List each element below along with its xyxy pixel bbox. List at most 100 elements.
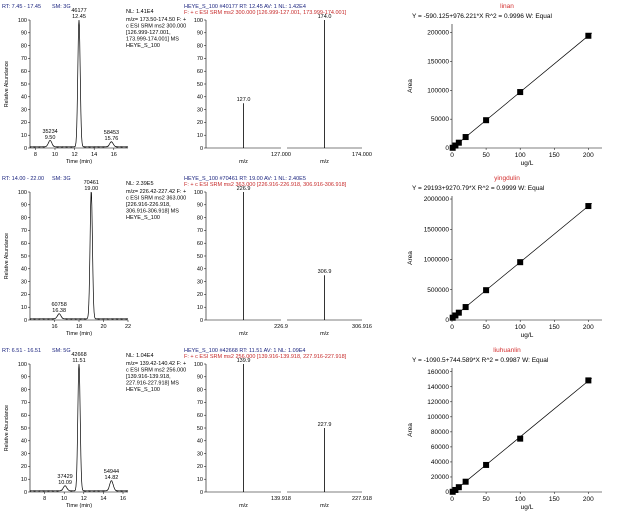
- y-tick-label: 80: [197, 387, 203, 393]
- y-tick-label: 10: [21, 477, 27, 483]
- filter-label: HEYE_S_100: [126, 43, 160, 49]
- y-tick-label: 90: [197, 31, 203, 37]
- peak-rt-label: 14.82: [105, 475, 119, 481]
- chromatogram-trace: [29, 19, 129, 148]
- x-axis-label: m/z: [320, 503, 329, 509]
- y-tick-label: 80000: [431, 429, 449, 436]
- smoothing-label: SM: 5G: [52, 348, 71, 354]
- x-axis-label: m/z: [239, 503, 248, 509]
- x-tick-label: 50: [482, 152, 490, 159]
- y-tick-label: 60: [197, 413, 203, 419]
- y-tick-label: 120000: [427, 399, 449, 406]
- x-break-label: 127.000: [271, 152, 291, 158]
- y-tick-label: 60: [21, 241, 27, 247]
- x-tick-label: 14: [91, 152, 97, 158]
- y-axis-label: Area: [407, 423, 414, 437]
- calibration-point: [483, 287, 490, 294]
- x-axis-label: ug/L: [521, 332, 534, 339]
- y-tick-label: 100: [18, 190, 27, 196]
- y-tick-label: 50: [21, 254, 27, 260]
- x-tick-label: 50: [482, 324, 490, 331]
- x-break-label: 174.000: [352, 152, 372, 158]
- peak-rt-label: 16.38: [52, 308, 66, 314]
- filter-label: HEYE_S_100: [126, 215, 160, 221]
- x-tick-label: 100: [515, 496, 526, 503]
- y-tick-label: 50: [197, 254, 203, 260]
- x-tick-label: 50: [482, 496, 490, 503]
- y-tick-label: 90: [21, 31, 27, 37]
- x-tick-label: 16: [51, 324, 57, 330]
- smoothing-label: SM: 3G: [52, 4, 71, 10]
- x-axis-label: Time (min): [66, 159, 92, 165]
- rt-range-label: RT: 14.00 - 22.00: [2, 176, 44, 182]
- y-tick-label: 20: [21, 292, 27, 298]
- calibration-point: [483, 117, 490, 124]
- y-tick-label: 50: [197, 82, 203, 88]
- y-tick-label: 80: [21, 387, 27, 393]
- rt-range-label: RT: 7.45 - 17.45: [2, 4, 41, 10]
- y-tick-label: 20: [197, 120, 203, 126]
- y-tick-label: 40: [197, 267, 203, 273]
- y-tick-label: 90: [197, 203, 203, 209]
- y-tick-label: 0: [200, 490, 203, 496]
- spectrum-peak-label: 227.9: [318, 422, 332, 428]
- y-tick-label: 200000: [427, 30, 449, 37]
- x-axis-label: Time (min): [66, 503, 92, 509]
- y-tick-label: 80: [21, 43, 27, 49]
- y-tick-label: 60000: [431, 444, 449, 451]
- peak-rt-label: 19.00: [84, 186, 98, 192]
- filter-label: m/z= 226.42-227.42 F: +: [126, 189, 186, 195]
- scan-filter: F: + c ESI SRM ms2 363.000 [226.916-226.…: [184, 182, 347, 188]
- filter-label: c ESI SRM ms2 300.000: [126, 24, 186, 30]
- spectrum-panel: HEYE_S_100 #70461 RT: 19.00 AV: 1 NL: 2.…: [184, 176, 372, 337]
- calibration-point: [455, 139, 462, 146]
- x-tick-label: 18: [76, 324, 82, 330]
- rt-range-label: RT: 6.51 - 16.51: [2, 348, 41, 354]
- y-tick-label: 100: [194, 190, 203, 196]
- calibration-title: liuhuanlin: [493, 347, 521, 354]
- y-tick-label: 160000: [427, 369, 449, 376]
- calibration-panel: yingdulin Y = 29193+9270.79*X R^2 = 0.999…: [407, 175, 602, 339]
- y-tick-label: 1500000: [424, 226, 450, 233]
- y-axis-label: Relative Abundance: [4, 61, 10, 107]
- y-axis-label: Relative Abundance: [4, 405, 10, 451]
- filter-label: m/z= 173.50-174.50 F: +: [126, 17, 186, 23]
- filter-label: [139.916-139.918,: [126, 374, 171, 380]
- scan-header: HEYE_S_100 #42668 RT: 11.51 AV: 1 NL: 1.…: [184, 348, 306, 354]
- chromatogram-panel: RT: 7.45 - 17.45 SM: 3G NL: 1.41E4 m/z= 173…: [2, 4, 186, 165]
- calibration-point: [517, 89, 524, 96]
- y-tick-label: 70: [21, 228, 27, 234]
- y-tick-label: 30: [197, 279, 203, 285]
- peak-area-label: 42668: [71, 352, 86, 358]
- calibration-panel: liuhuanlin Y = -1090.5+744.589*X R^2 = 0.…: [407, 347, 602, 511]
- peak-rt-label: 11.51: [72, 358, 85, 364]
- nl-label: NL: 2.39E5: [126, 181, 154, 187]
- y-tick-label: 60: [21, 69, 27, 75]
- x-tick-label: 8: [43, 496, 46, 502]
- x-tick-label: 0: [450, 324, 454, 331]
- x-tick-label: 150: [549, 324, 560, 331]
- chromatogram-trace: [29, 191, 129, 320]
- y-tick-label: 0: [200, 318, 203, 324]
- calibration-point: [585, 203, 592, 210]
- calibration-equation: Y = -590.125+976.221*X R^2 = 0.9996 W: E…: [412, 13, 553, 20]
- y-tick-label: 40: [21, 267, 27, 273]
- peak-area-label: 70461: [84, 180, 99, 186]
- calibration-title: yingdulin: [494, 175, 520, 182]
- calibration-point: [483, 461, 490, 468]
- peak-area-label: 46177: [71, 8, 86, 14]
- spectrum-panel: HEYE_S_100 #40177 RT: 12.45 AV: 1 NL: 1.…: [184, 4, 372, 165]
- y-tick-label: 70: [197, 56, 203, 62]
- y-tick-label: 70: [197, 400, 203, 406]
- peak-area-label: 54944: [104, 469, 119, 475]
- x-tick-label: 10: [52, 152, 58, 158]
- y-tick-label: 0: [24, 318, 27, 324]
- calibration-point: [517, 435, 524, 442]
- y-tick-label: 10: [21, 133, 27, 139]
- y-tick-label: 30: [21, 107, 27, 113]
- y-axis-label: Area: [407, 251, 414, 265]
- filter-label: c ESI SRM ms2 256.000: [126, 368, 186, 374]
- y-tick-label: 140000: [427, 384, 449, 391]
- y-tick-label: 10: [197, 133, 203, 139]
- x-tick-label: 200: [583, 152, 594, 159]
